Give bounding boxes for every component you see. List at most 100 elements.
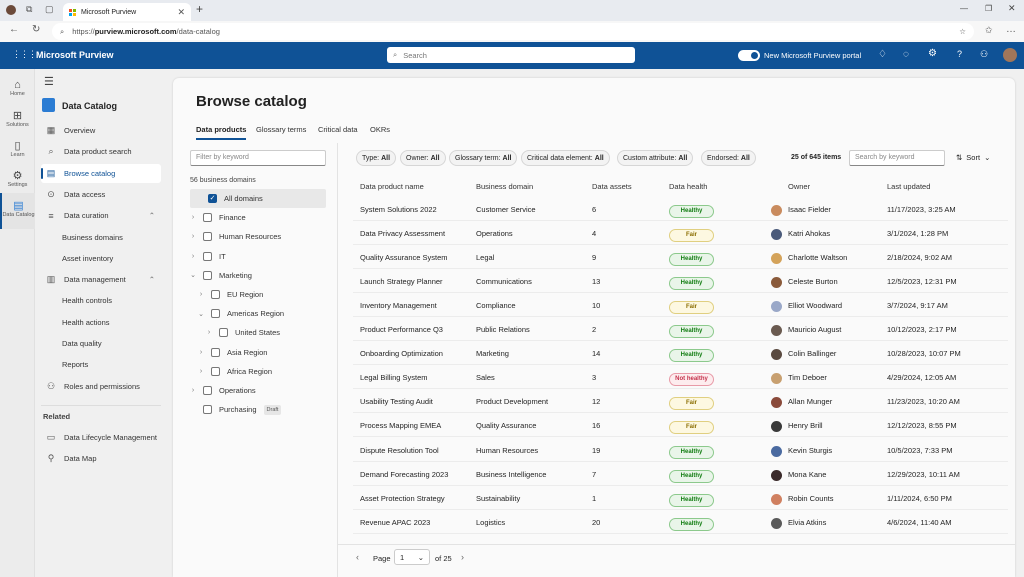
chevron-down-icon[interactable]: ⌄	[198, 310, 204, 318]
chevron-right-icon[interactable]: ›	[199, 291, 203, 298]
nav-item-overview[interactable]: ▦ Overview	[41, 121, 161, 140]
chevron-right-icon[interactable]: ›	[199, 348, 203, 356]
user-avatar[interactable]	[1003, 48, 1017, 62]
column-header-data-assets[interactable]: Data assets	[592, 182, 632, 191]
filter-chip-endorsed[interactable]: Endorsed: All	[701, 150, 756, 166]
nav-item-health-controls[interactable]: Health controls	[41, 291, 161, 310]
product-name[interactable]: Usability Testing Audit	[360, 397, 433, 407]
table-row[interactable]: Quality Assurance System Legal 9 Healthy Cha…	[353, 245, 1008, 270]
favorites-icon[interactable]: ✩	[985, 25, 993, 35]
close-tab-icon[interactable]: ✕	[177, 6, 185, 17]
nav-item-data-curation[interactable]: ≡ Data curation ⌃	[41, 206, 161, 225]
tree-item-purchasing[interactable]: Purchasing Draft	[190, 400, 282, 419]
product-name[interactable]: Quality Assurance System	[360, 253, 448, 263]
rail-item-solutions[interactable]: ⊞ Solutions	[0, 103, 35, 133]
refresh-button[interactable]: ↻	[32, 24, 41, 35]
chevron-down-icon[interactable]: ⌄	[190, 272, 196, 280]
tree-item-marketing[interactable]: ⌄ Marketing	[190, 266, 252, 285]
tree-item-united-states[interactable]: › United States	[206, 323, 280, 342]
sort-button[interactable]: ⇅ Sort ⌄	[956, 153, 990, 162]
table-row[interactable]: Launch Strategy Planner Communications 13 H…	[353, 269, 1008, 294]
url-field[interactable]: ⌕ https://purview.microsoft.com/data-cat…	[52, 23, 974, 40]
nav-item-roles-and-permissions[interactable]: ⚇ Roles and permissions	[41, 377, 161, 396]
settings-gear-icon[interactable]: ⚙	[928, 48, 937, 59]
announcement-icon[interactable]: ♢	[878, 49, 887, 60]
chevron-right-icon[interactable]: ›	[191, 233, 195, 241]
table-row[interactable]: Asset Protection Strategy Sustainability 1…	[353, 486, 1008, 510]
page-select[interactable]: 1 ⌄	[394, 549, 430, 565]
table-row[interactable]: Dispute Resolution Tool Human Resources 19…	[353, 438, 1008, 462]
rail-item-home[interactable]: ⌂ Home	[0, 73, 35, 103]
tree-item-all-domains[interactable]: ✓ All domains	[190, 189, 326, 208]
filter-chip-owner[interactable]: Owner: All	[400, 150, 446, 166]
table-row[interactable]: Usability Testing Audit Product Developme…	[353, 389, 1008, 414]
tab-actions-icon[interactable]: ▢	[45, 4, 54, 14]
chevron-right-icon[interactable]: ›	[199, 367, 203, 375]
more-icon[interactable]: …	[1006, 24, 1016, 35]
nav-item-reports[interactable]: Reports	[41, 355, 161, 374]
tab-glossary-terms[interactable]: Glossary terms	[256, 125, 307, 134]
checkbox[interactable]	[211, 309, 220, 319]
workspaces-icon[interactable]: ⧉	[26, 4, 33, 14]
nav-item-data-management[interactable]: ▥ Data management ⌃	[41, 270, 161, 289]
product-name[interactable]: Asset Protection Strategy	[360, 493, 445, 503]
checkbox[interactable]	[203, 213, 212, 223]
related-item-data-lifecycle-management[interactable]: ▭ Data Lifecycle Management	[41, 428, 161, 447]
checkbox[interactable]	[203, 251, 212, 261]
table-row[interactable]: Demand Forecasting 2023 Business Intellig…	[353, 462, 1008, 486]
table-row[interactable]: Legal Billing System Sales 3 Not healthy Tim…	[353, 365, 1008, 390]
browser-tab[interactable]: Microsoft Purview ✕	[63, 3, 191, 21]
product-name[interactable]: System Solutions 2022	[360, 205, 437, 214]
tree-item-it[interactable]: › IT	[190, 247, 226, 266]
chevron-right-icon[interactable]: ›	[191, 387, 195, 394]
tab-critical-data[interactable]: Critical data	[318, 125, 358, 134]
chevron-right-icon[interactable]: ›	[191, 214, 195, 222]
checkbox[interactable]	[211, 290, 220, 299]
chevron-up-icon[interactable]: ⌃	[148, 275, 155, 285]
table-row[interactable]: Process Mapping EMEA Quality Assurance 16 F…	[353, 413, 1008, 438]
checkbox[interactable]	[203, 232, 212, 242]
table-row[interactable]: Product Performance Q3 Public Relations 2 H…	[353, 317, 1008, 342]
rail-item-learn[interactable]: ▯ Learn	[0, 133, 35, 163]
tree-item-human-resources[interactable]: › Human Resources	[190, 227, 281, 246]
tree-item-eu-region[interactable]: › EU Region	[198, 285, 263, 304]
back-button[interactable]: ←	[9, 24, 19, 35]
nav-item-browse-catalog[interactable]: ▤ Browse catalog	[41, 163, 161, 183]
nav-item-data-quality[interactable]: Data quality	[41, 334, 161, 353]
rail-item-settings[interactable]: ⚙ Settings	[0, 163, 35, 193]
nav-item-data-access[interactable]: ⊙ Data access	[41, 185, 161, 204]
new-portal-toggle[interactable]	[738, 50, 760, 61]
table-row[interactable]: Revenue APAC 2023 Logistics 20 Healthy Elvia…	[353, 510, 1008, 534]
nav-item-health-actions[interactable]: Health actions	[41, 313, 161, 332]
product-name[interactable]: Process Mapping EMEA	[360, 421, 442, 431]
help-icon[interactable]: ?	[957, 49, 963, 59]
filter-chip-glossary-term[interactable]: Glossary term: All	[449, 150, 518, 166]
table-row[interactable]: Inventory Management Compliance 10 Fair Elli…	[353, 293, 1008, 318]
checkbox[interactable]	[203, 270, 212, 280]
tree-item-africa-region[interactable]: › Africa Region	[198, 362, 272, 381]
product-name[interactable]: Dispute Resolution Tool	[360, 445, 439, 455]
tree-item-operations[interactable]: › Operations	[190, 381, 256, 400]
product-name[interactable]: Revenue APAC 2023	[360, 517, 431, 527]
column-header-owner[interactable]: Owner	[788, 182, 811, 191]
product-name[interactable]: Onboarding Optimization	[360, 349, 443, 359]
share-people-icon[interactable]: ⚇	[980, 49, 989, 59]
rail-item-data-catalog[interactable]: ▤ Data Catalog	[0, 193, 35, 229]
global-search-input[interactable]: ⌕ Search	[387, 47, 635, 63]
product-name[interactable]: Data Privacy Assessment	[360, 229, 446, 239]
favorite-star-icon[interactable]: ☆	[959, 27, 966, 36]
new-tab-button[interactable]: +	[196, 2, 204, 16]
table-row[interactable]: System Solutions 2022 Customer Service 6 He…	[353, 197, 1008, 221]
notification-bell-icon[interactable]: ◌	[903, 49, 909, 60]
related-item-data-map[interactable]: ⚲ Data Map	[41, 449, 161, 468]
chevron-up-icon[interactable]: ⌃	[148, 211, 155, 221]
column-header-data-health[interactable]: Data health	[669, 182, 708, 191]
checkbox[interactable]	[211, 347, 220, 357]
table-row[interactable]: Onboarding Optimization Marketing 14 Health…	[353, 341, 1008, 366]
tree-item-finance[interactable]: › Finance	[190, 208, 246, 227]
checkbox[interactable]	[203, 405, 212, 415]
column-header-business-domain[interactable]: Business domain	[476, 182, 534, 191]
table-row[interactable]: Data Privacy Assessment Operations 4 Fair Ka…	[353, 221, 1008, 246]
filter-chip-custom-attribute[interactable]: Custom attribute: All	[617, 150, 694, 166]
product-name[interactable]: Launch Strategy Planner	[360, 277, 443, 287]
